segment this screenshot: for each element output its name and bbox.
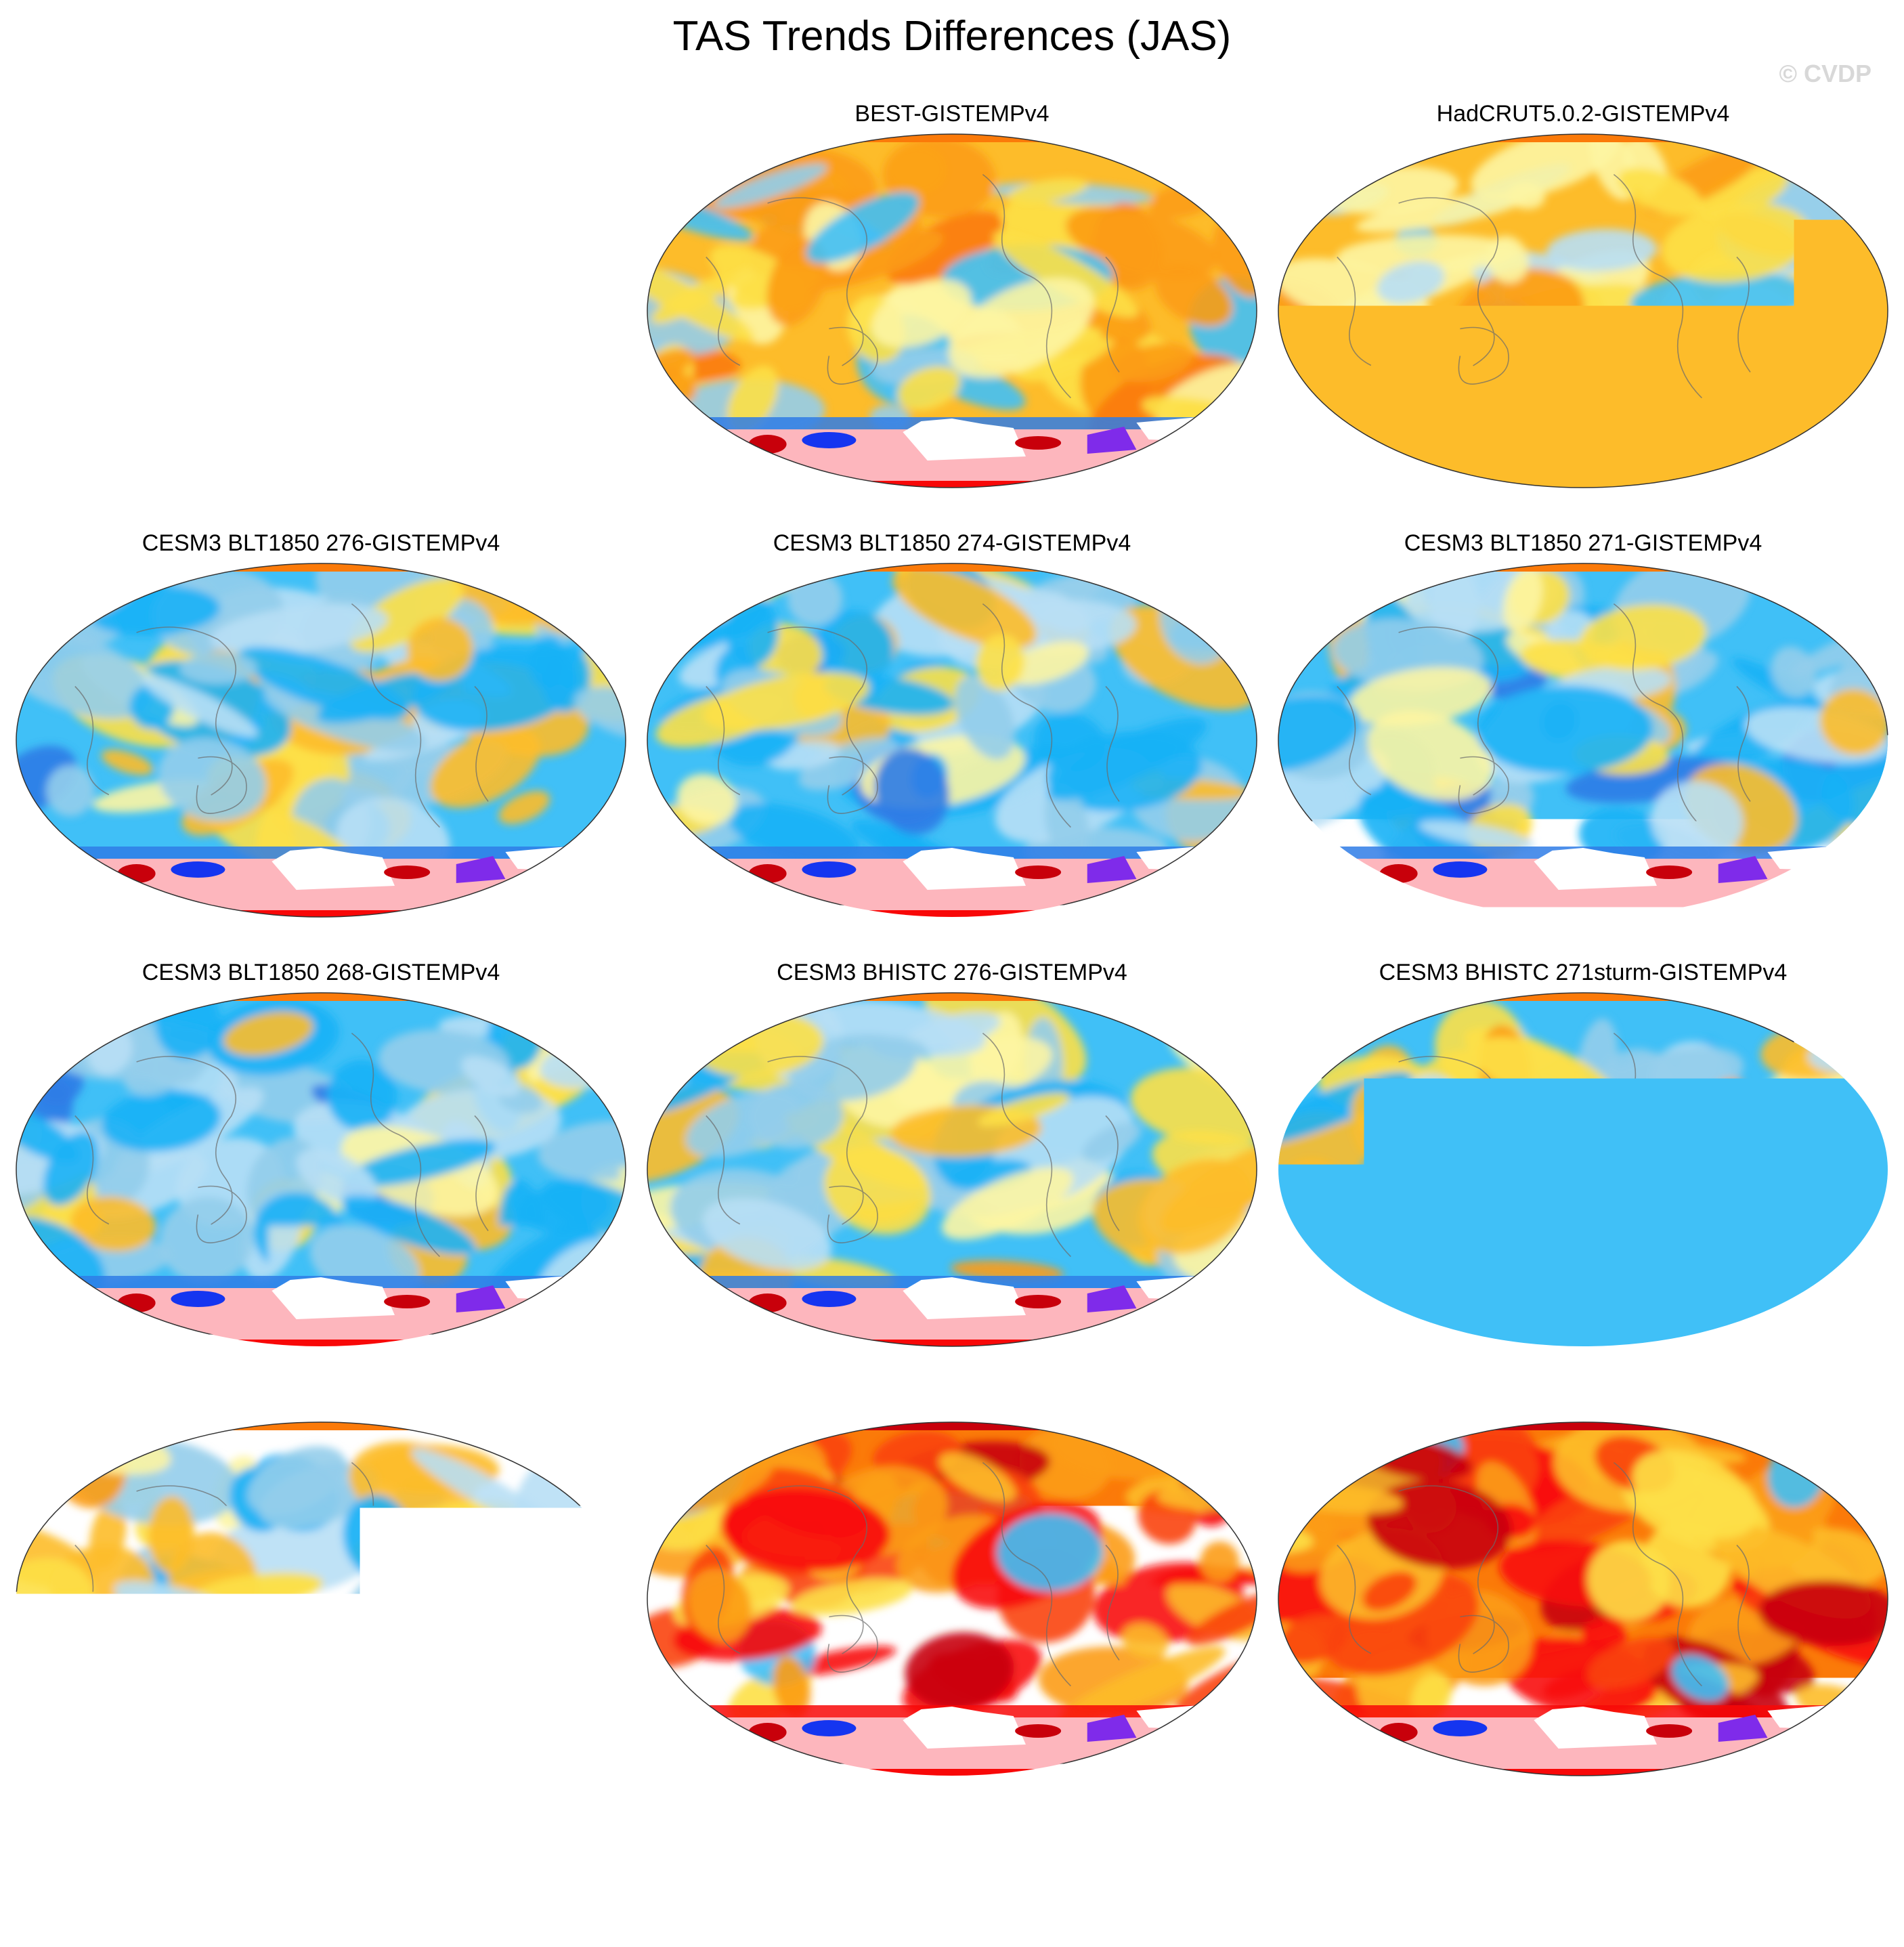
colorbar-swatch xyxy=(1150,1852,1217,1883)
map-panel: CESM3 BLT1850 271-GISTEMPv4 xyxy=(1276,530,1890,929)
colorbar-swatch xyxy=(494,1852,560,1883)
colorbar-swatch xyxy=(1282,1852,1348,1883)
world-map xyxy=(1276,990,1890,1349)
colorbar-swatch xyxy=(362,1852,429,1883)
world-map xyxy=(1276,131,1890,490)
panel-title: CESM3 BHISTC 271sturm-GISTEMPv4 xyxy=(1276,959,1890,986)
map-panel: CESM3 BHISTC 276-GISTEMPv4 xyxy=(645,959,1259,1358)
colorbar-tick-label: 0 xyxy=(944,1891,963,1931)
colorbar-tick-label: -6 xyxy=(413,1891,443,1931)
cvdp-watermark: © CVDP xyxy=(1779,60,1871,88)
colorbar-tick-label: 6 xyxy=(1469,1891,1488,1931)
panel-title: CESM3 4xco2 276 4xco2-GISTEMPv4 xyxy=(645,1388,1259,1415)
world-map xyxy=(14,561,628,920)
map-panel xyxy=(14,100,628,500)
map-panel: BEST-GISTEMPv4 xyxy=(645,100,1259,500)
map-panel: CESM3 4xco2 271 4xco2-GISTEMPv4 xyxy=(1276,1388,1890,1788)
panel-title: CESM3 BLT1850 276-GISTEMPv4 xyxy=(14,530,628,557)
colorbar-swatch xyxy=(1019,1852,1085,1883)
world-map xyxy=(1276,561,1890,920)
colorbar-swatch xyxy=(953,1852,1020,1883)
colorbar-tick-label: -4 xyxy=(544,1891,574,1931)
colorbar-swatch xyxy=(888,1852,954,1883)
map-panel: CESM3 BHISTC 271-GISTEMPv4 xyxy=(14,1388,628,1788)
panel-title: CESM3 BHISTC 271-GISTEMPv4 xyxy=(14,1388,628,1415)
world-map xyxy=(14,990,628,1349)
colorbar-swatch xyxy=(822,1852,888,1883)
world-map xyxy=(645,990,1259,1349)
colorbar-tick-label: 0.5 xyxy=(1061,1891,1108,1931)
figure-title: TAS Trends Differences (JAS) xyxy=(0,12,1904,60)
map-panel: CESM3 BLT1850 276-GISTEMPv4 xyxy=(14,530,628,929)
map-panel: CESM3 BLT1850 274-GISTEMPv4 xyxy=(645,530,1259,929)
colorbar-swatch xyxy=(625,1852,691,1883)
colorbar-swatch xyxy=(756,1852,823,1883)
colorbar-swatch xyxy=(1216,1852,1282,1883)
colorbar-swatch xyxy=(1347,1852,1414,1883)
panel-title: CESM3 BLT1850 274-GISTEMPv4 xyxy=(645,530,1259,557)
panel-title: CESM3 BLT1850 271-GISTEMPv4 xyxy=(1276,530,1890,557)
panel-title: CESM3 BHISTC 276-GISTEMPv4 xyxy=(645,959,1259,986)
colorbar-swatch xyxy=(1479,1852,1545,1883)
colorbar-tick-label: 2 xyxy=(1207,1891,1226,1931)
colorbar-swatch xyxy=(1413,1852,1479,1883)
colorbar-tick-label: -0.5 xyxy=(793,1891,851,1931)
colorbar-swatch xyxy=(297,1852,363,1883)
panel-title: HadCRUT5.0.2-GISTEMPv4 xyxy=(1276,100,1890,127)
world-map xyxy=(645,1419,1259,1778)
colorbar-swatch xyxy=(1544,1852,1610,1883)
colorbar-swatch xyxy=(691,1852,757,1883)
colorbar-swatch xyxy=(559,1852,626,1883)
map-panel: CESM3 BLT1850 268-GISTEMPv4 xyxy=(14,959,628,1358)
panel-title: CESM3 BLT1850 268-GISTEMPv4 xyxy=(14,959,628,986)
map-panel: CESM3 4xco2 276 4xco2-GISTEMPv4 xyxy=(645,1388,1259,1788)
colorbar-swatch xyxy=(428,1852,494,1883)
world-map xyxy=(645,561,1259,920)
world-map xyxy=(14,1419,628,1778)
panel-title: CESM3 4xco2 271 4xco2-GISTEMPv4 xyxy=(1276,1388,1890,1415)
colorbar-tick-label: 4 xyxy=(1338,1891,1357,1931)
map-panel: HadCRUT5.0.2-GISTEMPv4 xyxy=(1276,100,1890,500)
colorbar: -6 -4 -2 -0.5 0 0.5 2 4 6 xyxy=(297,1852,1610,1933)
colorbar-tick-label: -2 xyxy=(676,1891,706,1931)
colorbar-swatches xyxy=(297,1852,1610,1883)
map-panel: CESM3 BHISTC 271sturm-GISTEMPv4 xyxy=(1276,959,1890,1358)
world-map xyxy=(1276,1419,1890,1778)
panel-title: BEST-GISTEMPv4 xyxy=(645,100,1259,127)
world-map xyxy=(645,131,1259,490)
colorbar-swatch xyxy=(1085,1852,1151,1883)
